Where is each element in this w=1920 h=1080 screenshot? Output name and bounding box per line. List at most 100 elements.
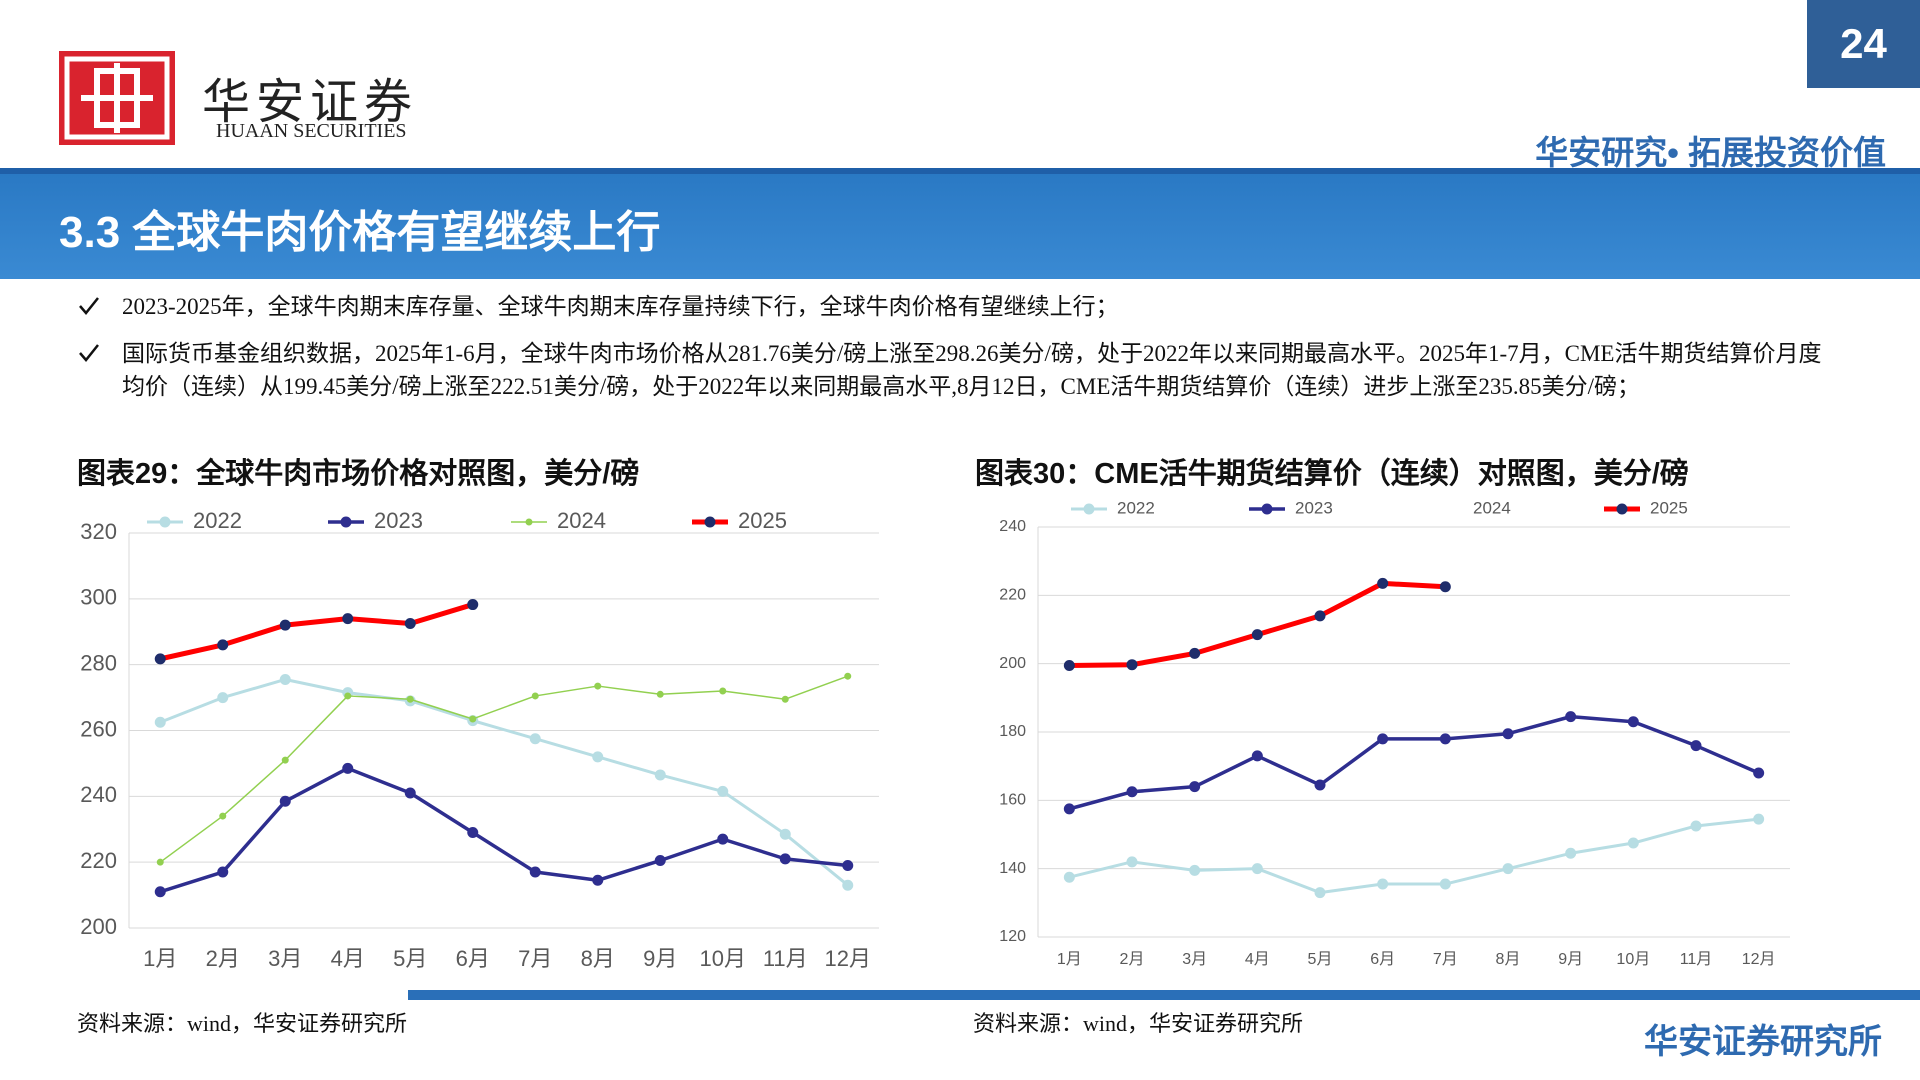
- data-point: [779, 853, 791, 865]
- data-point: [1502, 863, 1514, 875]
- x-tick-label: 12月: [1742, 951, 1776, 968]
- series-line: [1068, 714, 1760, 811]
- data-point: [342, 762, 354, 774]
- data-point: [781, 695, 789, 703]
- data-point: [219, 812, 227, 820]
- section-title: 3.3 全球牛肉价格有望继续上行: [59, 208, 661, 257]
- y-tick-label: 200: [999, 655, 1026, 672]
- legend-marker: [1439, 503, 1451, 515]
- data-point: [1377, 733, 1389, 745]
- x-tick-label: 5月: [393, 946, 427, 971]
- data-point: [467, 827, 479, 839]
- data-point: [594, 682, 602, 690]
- x-tick-label: 5月: [1308, 951, 1333, 968]
- data-point: [469, 715, 477, 723]
- y-tick-label: 120: [999, 928, 1026, 945]
- x-tick-label: 9月: [643, 946, 677, 971]
- data-point: [592, 874, 604, 886]
- y-tick-label: 200: [80, 914, 117, 939]
- x-tick-label: 6月: [456, 946, 490, 971]
- bullet-text: 2023-2025年，全球牛肉期末库存量、全球牛肉期末库存量持续下行，全球牛肉价…: [122, 294, 1119, 319]
- logo-text: 华安证券: [202, 74, 419, 130]
- data-point: [1189, 781, 1201, 793]
- legend-marker: [159, 516, 171, 528]
- x-tick-label: 9月: [1558, 951, 1583, 968]
- legend-marker: [525, 518, 533, 526]
- data-point: [842, 879, 854, 891]
- x-tick-label: 10月: [700, 946, 746, 971]
- source: 资料来源：wind，华安证券研究所: [77, 1011, 408, 1036]
- data-point: [1439, 733, 1451, 745]
- legend-label: 2022: [193, 508, 242, 533]
- data-point: [1565, 847, 1577, 859]
- data-point: [156, 858, 164, 866]
- data-point: [1251, 750, 1263, 762]
- legend-marker: [1083, 503, 1095, 515]
- data-point: [154, 716, 166, 728]
- y-tick-label: 160: [999, 792, 1026, 809]
- y-tick-label: 240: [80, 782, 117, 807]
- data-point: [344, 692, 352, 700]
- data-point: [1189, 647, 1201, 659]
- data-point: [406, 695, 414, 703]
- x-tick-label: 7月: [1433, 951, 1458, 968]
- source: 资料来源：wind，华安证券研究所: [973, 1011, 1304, 1036]
- data-point: [1314, 610, 1326, 622]
- data-point: [281, 756, 289, 764]
- series-line: [159, 675, 849, 863]
- x-tick-label: 7月: [518, 946, 552, 971]
- data-point: [654, 855, 666, 867]
- x-tick-label: 6月: [1370, 951, 1395, 968]
- banner: [0, 168, 1920, 279]
- data-point: [1126, 786, 1138, 798]
- series-line: [159, 602, 474, 662]
- chart-title: 图表30：CME活牛期货结算价（连续）对照图，美分/磅: [975, 458, 1689, 490]
- data-point: [844, 672, 852, 680]
- x-tick-label: 3月: [268, 946, 302, 971]
- legend-label: 2025: [1650, 498, 1688, 517]
- y-tick-label: 320: [80, 519, 117, 544]
- data-point: [279, 619, 291, 631]
- x-tick-label: 4月: [331, 946, 365, 971]
- data-point: [1502, 728, 1514, 740]
- data-point: [779, 828, 791, 840]
- x-tick-label: 1月: [1057, 951, 1082, 968]
- x-tick-label: 2月: [206, 946, 240, 971]
- legend-label: 2024: [1473, 498, 1511, 517]
- data-point: [1753, 767, 1765, 779]
- data-point: [1314, 779, 1326, 791]
- data-point: [531, 692, 539, 700]
- series-line: [159, 677, 849, 887]
- page-number: 24: [1807, 0, 1920, 88]
- data-point: [217, 639, 229, 651]
- legend-label: 2022: [1117, 498, 1155, 517]
- footer-rule: [408, 990, 1920, 1000]
- y-tick-label: 260: [80, 716, 117, 741]
- legend-marker: [704, 516, 716, 528]
- logo-english: HUAAN SECURITIES: [216, 120, 407, 142]
- data-point: [404, 787, 416, 799]
- x-tick-label: 11月: [763, 946, 808, 971]
- series-line: [159, 766, 848, 894]
- data-point: [1377, 878, 1389, 890]
- data-point: [1251, 629, 1263, 641]
- data-point: [1063, 871, 1075, 883]
- data-point: [717, 785, 729, 797]
- data-point: [1377, 577, 1389, 589]
- data-point: [217, 866, 229, 878]
- legend-label: 2023: [374, 508, 423, 533]
- charts: 200 220 240 260 280 300 320 1月 2月 3月 4月 5月 6月 7月 8月 9月 1…: [80, 498, 1790, 971]
- slogan: 华安研究• 拓展投资价值: [1535, 134, 1886, 171]
- data-point: [656, 690, 664, 698]
- x-tick-label: 12月: [825, 946, 871, 971]
- x-tick-label: 3月: [1182, 951, 1207, 968]
- y-tick-label: 180: [999, 723, 1026, 740]
- y-tick-label: 300: [80, 585, 117, 610]
- chart-title: 图表29：全球牛肉市场价格对照图，美分/磅: [77, 458, 640, 490]
- legend-marker: [340, 516, 352, 528]
- y-tick-label: 240: [999, 518, 1026, 535]
- data-point: [467, 599, 479, 611]
- data-point: [1690, 820, 1702, 832]
- data-point: [1063, 803, 1075, 815]
- data-point: [1126, 856, 1138, 868]
